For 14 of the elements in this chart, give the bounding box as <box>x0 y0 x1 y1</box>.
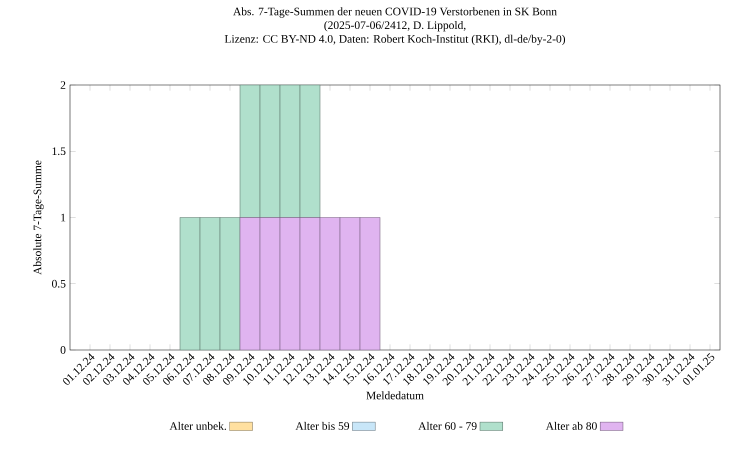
text: Lizenz: CC BY-ND 4.0, Daten: Robert Koch-Institut (RKI), dl-de/by-2-0) <box>224 34 566 46</box>
y-tick-label: 2 <box>60 81 66 89</box>
y-axis-title: Absolute 7-Tage-Summe <box>33 160 44 275</box>
y-tick-label: 0.5 <box>52 280 66 288</box>
legend-label: Alter unbek. <box>170 422 226 430</box>
chart-title: Abs. 7-Tage-Summen der neuen COVID-19 Verstorbenen in SK Bonn <box>233 7 557 18</box>
chart-subtitle: (2025-07-06/2412, D. Lippold, <box>324 21 466 32</box>
y-tick-label: 0 <box>60 346 66 354</box>
legend-label: Alter ab 80 <box>546 422 597 430</box>
x-axis-title: Meldedatum <box>366 391 424 400</box>
y-tick-label: 1.5 <box>52 147 66 156</box>
y-tick-label: 1 <box>61 214 66 222</box>
legend-label: Alter bis 59 <box>295 422 350 430</box>
legend-label: Alter 60 - 79 <box>418 422 477 430</box>
